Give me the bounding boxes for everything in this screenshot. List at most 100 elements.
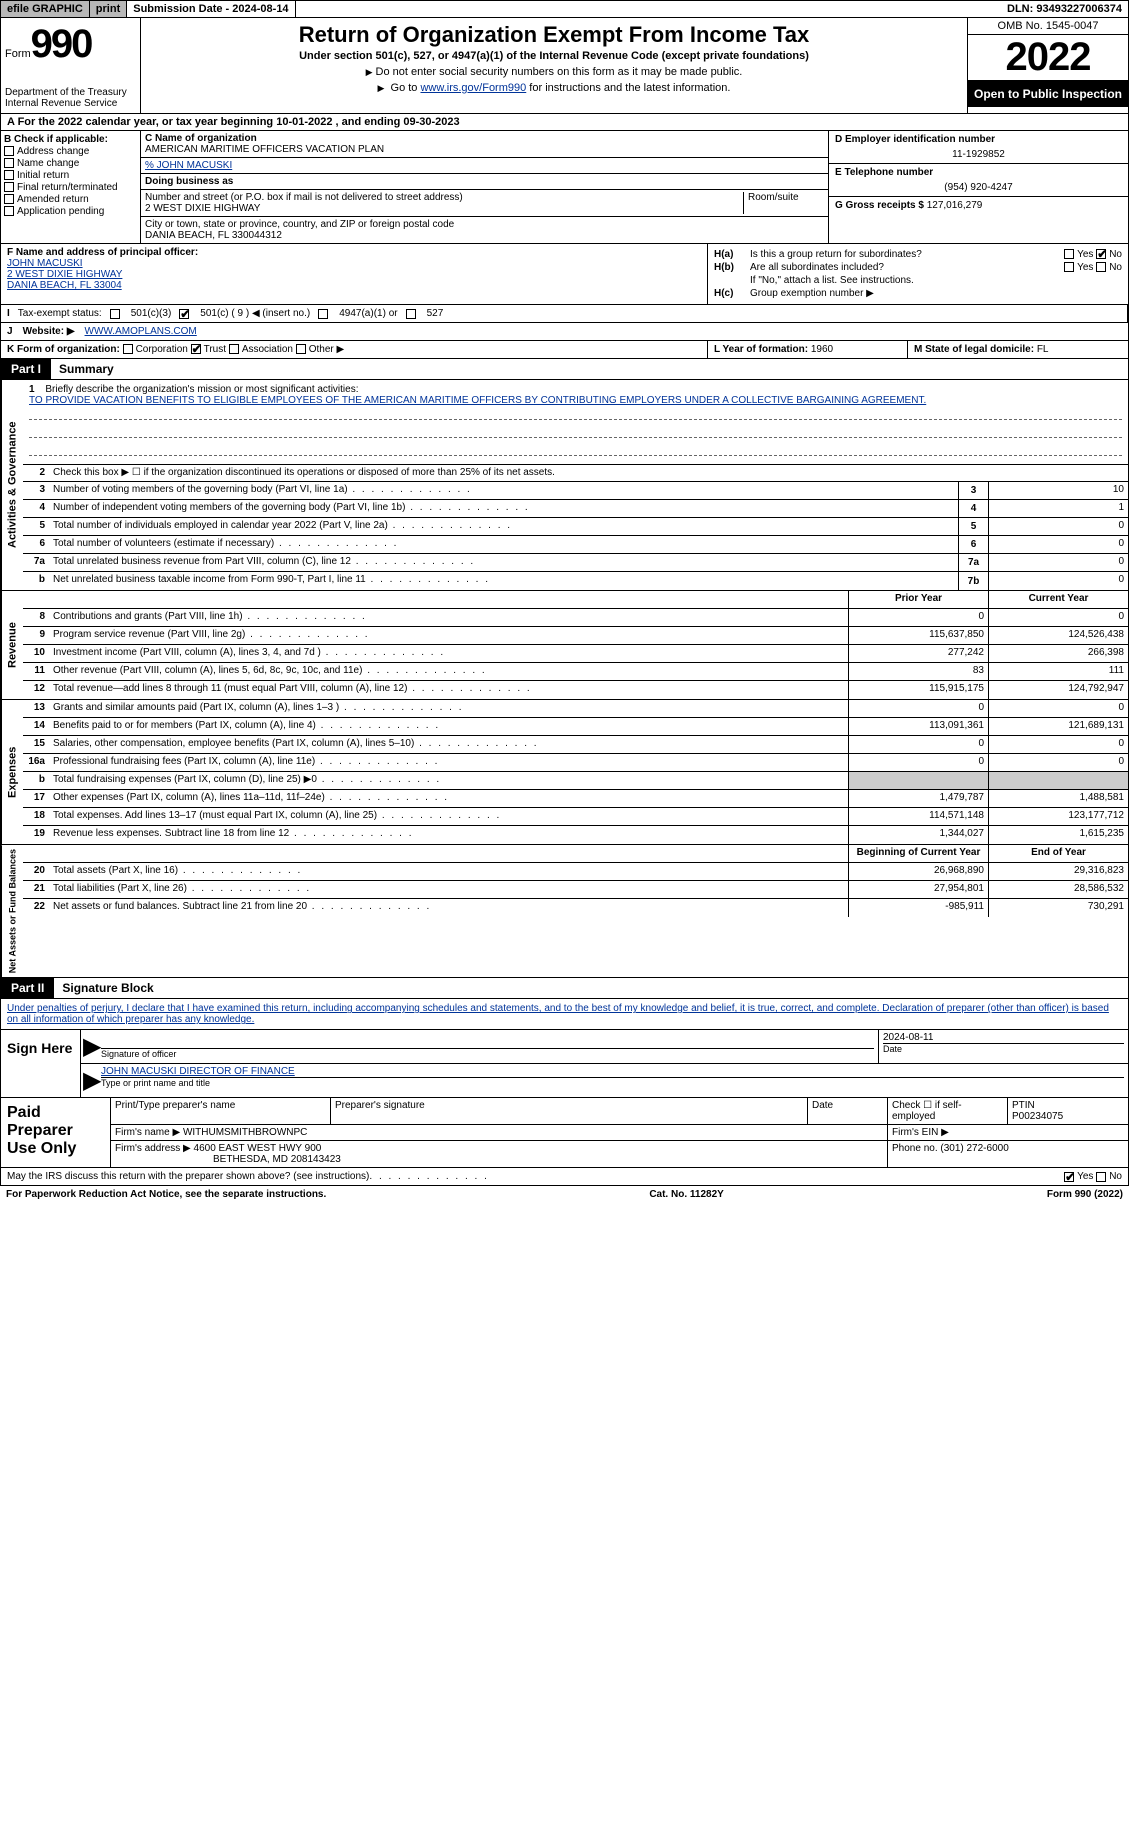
submission-date-value: 2024-08-14 <box>232 3 288 15</box>
top-bar: efile GRAPHIC print Submission Date - 20… <box>0 0 1129 18</box>
firm-name-value: WITHUMSMITHBROWNPC <box>183 1127 307 1138</box>
website-link[interactable]: WWW.AMOPLANS.COM <box>85 326 197 337</box>
hb-yes[interactable] <box>1064 262 1074 272</box>
form-number: 990 <box>31 22 92 66</box>
form990-link[interactable]: www.irs.gov/Form990 <box>420 82 526 94</box>
form-word: Form <box>5 48 31 60</box>
row-ij: I Tax-exempt status: 501(c)(3) 501(c) ( … <box>0 305 1129 323</box>
sig-date-value: 2024-08-11 <box>883 1032 1124 1043</box>
street-label: Number and street (or P.O. box if mail i… <box>145 192 739 203</box>
part-1-header: Part I Summary <box>0 359 1129 380</box>
line-2-num: 2 <box>23 465 49 481</box>
hc-text: Group exemption number ▶ <box>750 288 1122 299</box>
i-label: I <box>7 308 10 319</box>
ha-label: H(a) <box>714 249 750 260</box>
year-begin: 10-01-2022 <box>276 116 332 128</box>
prep-phone-value: (301) 272-6000 <box>940 1143 1008 1154</box>
summary-row: 5 Total number of individuals employed i… <box>23 518 1128 536</box>
open-inspection: Open to Public Inspection <box>968 81 1128 107</box>
prep-date-label: Date <box>808 1098 888 1124</box>
dba-label: Doing business as <box>145 176 233 187</box>
hb-text: Are all subordinates included? <box>750 262 1064 273</box>
block-fh: F Name and address of principal officer:… <box>0 244 1129 305</box>
firm-ein-label: Firm's EIN ▶ <box>888 1125 1128 1140</box>
cat-number: Cat. No. 11282Y <box>649 1189 723 1200</box>
self-employed-label: Check ☐ if self-employed <box>888 1098 1008 1124</box>
chk-501c3[interactable] <box>110 309 120 319</box>
chk-name[interactable]: Name change <box>4 158 137 169</box>
form-header: Form990 Department of the Treasury Inter… <box>0 18 1129 114</box>
summary-row: 12 Total revenue—add lines 8 through 11 … <box>23 681 1128 699</box>
ha-no[interactable] <box>1096 249 1106 259</box>
chk-501c[interactable] <box>179 309 189 319</box>
chk-assoc[interactable] <box>229 344 239 354</box>
summary-row: 11 Other revenue (Part VIII, column (A),… <box>23 663 1128 681</box>
care-of: % JOHN MACUSKI <box>145 160 232 171</box>
summary-row: 17 Other expenses (Part IX, column (A), … <box>23 790 1128 808</box>
col-begin: Beginning of Current Year <box>848 845 988 862</box>
summary-row: 15 Salaries, other compensation, employe… <box>23 736 1128 754</box>
chk-final[interactable]: Final return/terminated <box>4 182 137 193</box>
chk-other[interactable] <box>296 344 306 354</box>
part-1-title: Summary <box>51 359 1128 379</box>
hb-no[interactable] <box>1096 262 1106 272</box>
line-l: L Year of formation: 1960 <box>708 341 908 358</box>
firm-name-label: Firm's name ▶ <box>115 1127 180 1138</box>
dln-label: DLN: <box>1007 3 1036 15</box>
phone-label: E Telephone number <box>835 167 1122 178</box>
summary-row: 6 Total number of volunteers (estimate i… <box>23 536 1128 554</box>
firm-addr-2: BETHESDA, MD 208143423 <box>115 1154 883 1165</box>
chk-pending[interactable]: Application pending <box>4 206 137 217</box>
year-end: 09-30-2023 <box>403 116 459 128</box>
efile-button[interactable]: efile GRAPHIC <box>1 1 90 17</box>
vtab-netassets: Net Assets or Fund Balances <box>1 845 23 977</box>
sig-arrow-icon-2: ▶ <box>81 1064 97 1097</box>
discuss-no[interactable] <box>1096 1172 1106 1182</box>
ptin-value: P00234075 <box>1012 1111 1124 1122</box>
gross-label: G Gross receipts $ <box>835 200 927 211</box>
chk-4947[interactable] <box>318 309 328 319</box>
print-name-label: Print/Type preparer's name <box>111 1098 331 1124</box>
section-expenses: Expenses 13 Grants and similar amounts p… <box>0 700 1129 845</box>
irs-label: Internal Revenue Service <box>5 98 136 109</box>
chk-corp[interactable] <box>123 344 133 354</box>
j-text: Website: ▶ <box>23 326 75 337</box>
box-b-label: B Check if applicable: <box>4 134 137 145</box>
discuss-yes[interactable] <box>1064 1172 1074 1182</box>
prep-sig-label: Preparer's signature <box>331 1098 808 1124</box>
summary-row: b Net unrelated business taxable income … <box>23 572 1128 590</box>
dept-treasury: Department of the Treasury <box>5 87 136 98</box>
form-title: Return of Organization Exempt From Incom… <box>149 22 959 48</box>
summary-row: 22 Net assets or fund balances. Subtract… <box>23 899 1128 917</box>
hc-label: H(c) <box>714 288 750 299</box>
firm-addr-label: Firm's address ▶ <box>115 1143 191 1154</box>
submission-date: Submission Date - 2024-08-14 <box>127 1 295 17</box>
paperwork-notice: For Paperwork Reduction Act Notice, see … <box>6 1189 326 1200</box>
summary-row: 18 Total expenses. Add lines 13–17 (must… <box>23 808 1128 826</box>
summary-row: 9 Program service revenue (Part VIII, li… <box>23 627 1128 645</box>
chk-address[interactable]: Address change <box>4 146 137 157</box>
col-end: End of Year <box>988 845 1128 862</box>
discuss-text: May the IRS discuss this return with the… <box>7 1171 369 1182</box>
vtab-expenses: Expenses <box>1 700 23 844</box>
hb-note: If "No," attach a list. See instructions… <box>750 275 1122 286</box>
org-name: AMERICAN MARITIME OFFICERS VACATION PLAN <box>145 144 824 155</box>
i-text: Tax-exempt status: <box>18 308 102 319</box>
summary-row: 4 Number of independent voting members o… <box>23 500 1128 518</box>
col-current: Current Year <box>988 591 1128 608</box>
paid-preparer-label: Paid Preparer Use Only <box>1 1098 111 1167</box>
chk-527[interactable] <box>406 309 416 319</box>
chk-trust[interactable] <box>191 344 201 354</box>
officer-name-title: JOHN MACUSKI DIRECTOR OF FINANCE <box>101 1066 1124 1077</box>
chk-initial[interactable]: Initial return <box>4 170 137 181</box>
ha-yes[interactable] <box>1064 249 1074 259</box>
chk-amended[interactable]: Amended return <box>4 194 137 205</box>
line-a-mid: , and ending <box>332 116 403 128</box>
line-j: J Website: ▶ WWW.AMOPLANS.COM <box>0 323 1129 341</box>
ein-label: D Employer identification number <box>835 134 1122 145</box>
section-activities: Activities & Governance 1 Briefly descri… <box>0 380 1129 591</box>
sig-arrow-icon: ▶ <box>81 1030 97 1063</box>
box-h: H(a) Is this a group return for subordin… <box>708 244 1128 304</box>
print-button[interactable]: print <box>90 1 127 17</box>
firm-addr-1: 4600 EAST WEST HWY 900 <box>194 1143 322 1154</box>
